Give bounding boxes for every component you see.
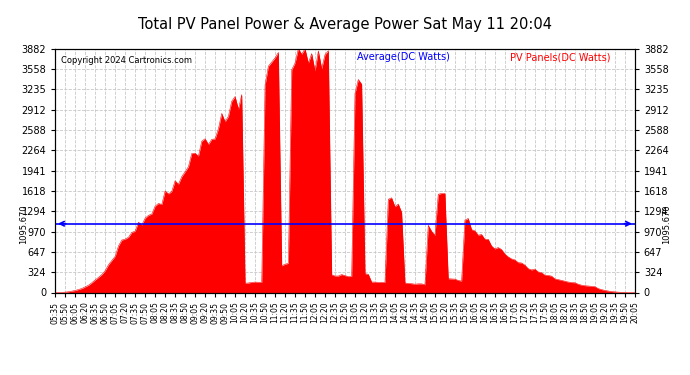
Text: PV Panels(DC Watts): PV Panels(DC Watts) <box>510 53 611 62</box>
Text: Copyright 2024 Cartronics.com: Copyright 2024 Cartronics.com <box>61 56 192 65</box>
Text: Average(DC Watts): Average(DC Watts) <box>357 53 449 62</box>
Text: Total PV Panel Power & Average Power Sat May 11 20:04: Total PV Panel Power & Average Power Sat… <box>138 17 552 32</box>
Text: 1095.670: 1095.670 <box>19 204 28 243</box>
Text: 1095.670: 1095.670 <box>662 204 671 243</box>
